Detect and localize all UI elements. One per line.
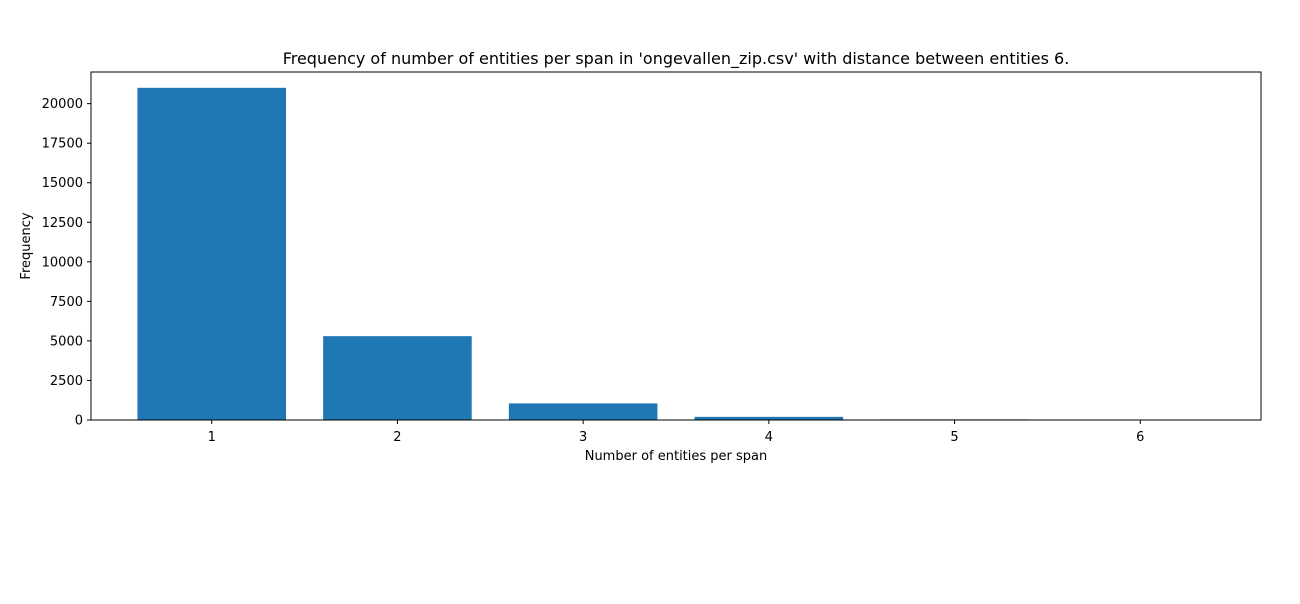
x-tick-label: 5: [950, 430, 958, 445]
y-axis-label: Frequency: [19, 212, 34, 279]
y-tick-label: 7500: [50, 295, 83, 310]
y-tick-label: 2500: [50, 374, 83, 389]
y-axis: 0 2500 5000 7500 10000 12500 15000 17500 20000: [42, 97, 91, 428]
x-tick-label: 4: [765, 430, 773, 445]
y-tick-label: 17500: [42, 137, 83, 152]
bar-3: [509, 403, 658, 420]
x-axis: 1 2 3 4 5 6: [208, 420, 1145, 445]
bar-1: [137, 88, 286, 420]
bar-2: [323, 336, 472, 420]
bar-series: [137, 88, 1214, 420]
y-tick-label: 15000: [42, 176, 83, 191]
x-tick-label: 2: [393, 430, 401, 445]
x-tick-label: 1: [208, 430, 216, 445]
x-tick-label: 6: [1136, 430, 1144, 445]
x-tick-label: 3: [579, 430, 587, 445]
y-tick-label: 12500: [42, 216, 83, 231]
y-tick-label: 20000: [42, 97, 83, 112]
chart-title: Frequency of number of entities per span…: [283, 49, 1070, 69]
y-tick-label: 10000: [42, 255, 83, 270]
x-axis-label: Number of entities per span: [585, 449, 768, 464]
y-tick-label: 5000: [50, 334, 83, 349]
y-tick-label: 0: [75, 414, 83, 429]
